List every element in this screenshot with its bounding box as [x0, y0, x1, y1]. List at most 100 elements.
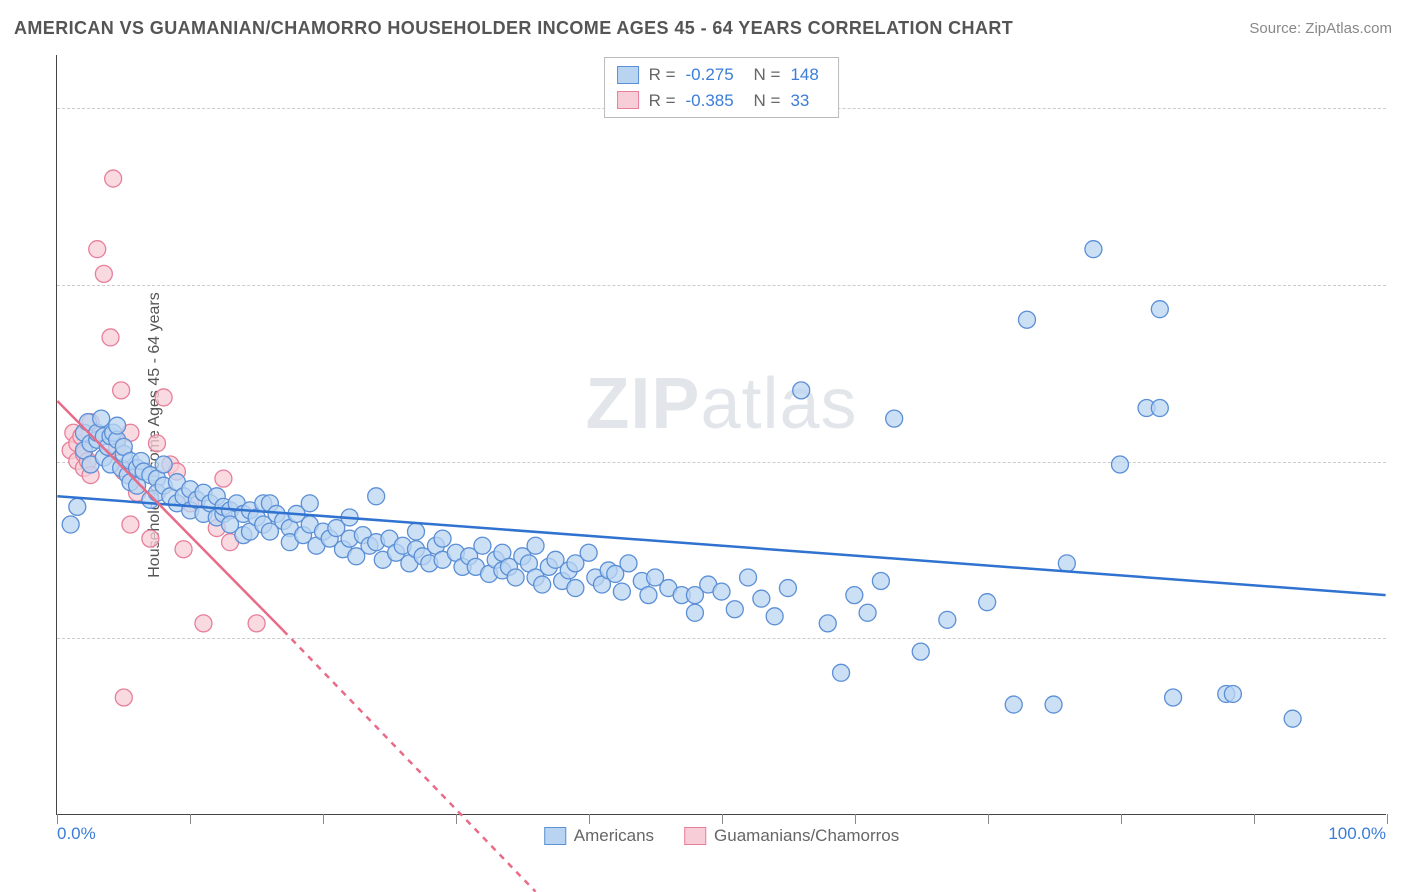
american-point: [109, 417, 126, 434]
legend-label: Americans: [574, 826, 654, 846]
american-point: [1151, 400, 1168, 417]
guamanian-point: [89, 241, 106, 258]
american-point: [1151, 301, 1168, 318]
american-point: [846, 587, 863, 604]
correlation-stats-box: R =-0.275N =148R =-0.385N =33: [604, 57, 840, 118]
legend-item: Americans: [544, 826, 654, 846]
american-point: [527, 537, 544, 554]
american-point: [872, 573, 889, 590]
american-point: [567, 580, 584, 597]
guamanian-point: [113, 382, 130, 399]
american-point: [686, 604, 703, 621]
guamanian-point: [122, 516, 139, 533]
american-point: [1165, 689, 1182, 706]
legend-swatch: [684, 827, 706, 845]
series-legend: Americans Guamanians/Chamorros: [544, 826, 900, 846]
stats-row: R =-0.385N =33: [617, 88, 827, 114]
chart-title: AMERICAN VS GUAMANIAN/CHAMORRO HOUSEHOLD…: [14, 18, 1013, 39]
guamanian-point: [175, 541, 192, 558]
n-label: N =: [754, 88, 781, 114]
american-point: [833, 664, 850, 681]
american-point: [793, 382, 810, 399]
american-point: [979, 594, 996, 611]
chart-plot-area: Householder Income Ages 45 - 64 years ZI…: [56, 55, 1386, 815]
guamanian-point: [195, 615, 212, 632]
american-point: [1284, 710, 1301, 727]
y-tick-label: $150,000: [1391, 275, 1406, 295]
x-tick: [190, 814, 191, 824]
n-label: N =: [754, 62, 781, 88]
x-tick: [456, 814, 457, 824]
guamanian-point: [102, 329, 119, 346]
american-point: [301, 495, 318, 512]
legend-item: Guamanians/Chamorros: [684, 826, 899, 846]
series-swatch: [617, 91, 639, 109]
x-tick: [1121, 814, 1122, 824]
american-point: [69, 498, 86, 515]
scatter-plot-svg: [57, 55, 1386, 814]
x-tick: [988, 814, 989, 824]
american-point: [779, 580, 796, 597]
x-tick-label: 0.0%: [57, 824, 96, 844]
legend-label: Guamanians/Chamorros: [714, 826, 899, 846]
x-tick: [1254, 814, 1255, 824]
american-point: [474, 537, 491, 554]
american-point: [640, 587, 657, 604]
american-point: [726, 601, 743, 618]
american-point: [753, 590, 770, 607]
guamanian-point: [215, 470, 232, 487]
guamanian-point: [142, 530, 159, 547]
r-label: R =: [649, 88, 676, 114]
x-tick: [1387, 814, 1388, 824]
guamanian-point: [95, 265, 112, 282]
guamanian-point: [115, 689, 132, 706]
american-point: [1085, 241, 1102, 258]
american-point: [1005, 696, 1022, 713]
source-prefix: Source:: [1249, 20, 1305, 37]
american-point: [713, 583, 730, 600]
american-point: [434, 530, 451, 547]
american-point: [408, 523, 425, 540]
x-tick-label: 100.0%: [1328, 824, 1386, 844]
american-point: [580, 544, 597, 561]
trend-line: [57, 496, 1385, 595]
american-point: [886, 410, 903, 427]
american-point: [1111, 456, 1128, 473]
x-tick: [323, 814, 324, 824]
legend-swatch: [544, 827, 566, 845]
r-value: -0.275: [686, 62, 744, 88]
y-tick-label: $50,000: [1391, 628, 1406, 648]
n-value: 148: [790, 62, 826, 88]
guamanian-point: [248, 615, 265, 632]
american-point: [766, 608, 783, 625]
american-point: [939, 611, 956, 628]
x-tick: [855, 814, 856, 824]
x-tick: [589, 814, 590, 824]
american-point: [368, 488, 385, 505]
american-point: [620, 555, 637, 572]
chart-header: AMERICAN VS GUAMANIAN/CHAMORRO HOUSEHOLD…: [14, 18, 1392, 39]
american-point: [62, 516, 79, 533]
american-point: [93, 410, 110, 427]
american-point: [534, 576, 551, 593]
american-point: [1019, 311, 1036, 328]
chart-source: Source: ZipAtlas.com: [1249, 20, 1392, 37]
stats-row: R = -0.275 N = 148: [617, 62, 827, 88]
y-tick-label: $200,000: [1391, 98, 1406, 118]
guamanian-point: [105, 170, 122, 187]
guamanian-point: [155, 389, 172, 406]
y-tick-label: $100,000: [1391, 452, 1406, 472]
r-label: R =: [649, 62, 676, 88]
trend-line: [283, 630, 535, 891]
x-tick: [57, 814, 58, 824]
american-point: [613, 583, 630, 600]
series-swatch: [617, 66, 639, 84]
n-value: 33: [790, 88, 826, 114]
american-point: [1224, 685, 1241, 702]
american-point: [1045, 696, 1062, 713]
american-point: [740, 569, 757, 586]
source-link[interactable]: ZipAtlas.com: [1305, 20, 1392, 37]
american-point: [1058, 555, 1075, 572]
x-tick: [722, 814, 723, 824]
american-point: [819, 615, 836, 632]
